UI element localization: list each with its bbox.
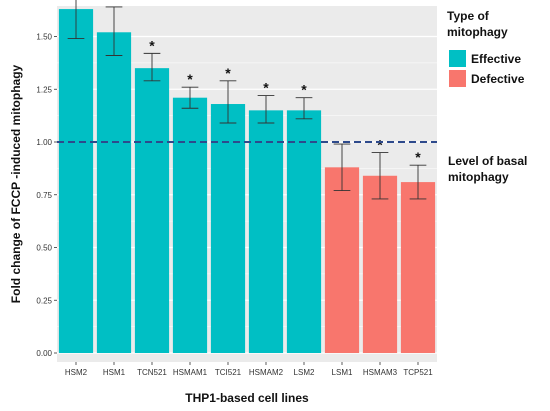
error-bar-hsm1 [105,6,123,56]
reference-line-label-line2: mitophagy [448,170,509,184]
x-tick-label-lsm2: LSM2 [294,368,315,377]
y-tick-label: 1.00 [36,138,52,147]
y-tick-label: 0.75 [36,191,52,200]
bar-hsm2 [58,9,94,353]
legend-label-defective: Defective [471,72,525,86]
y-tick-label: 0.25 [36,296,52,305]
y-tick-label: 1.50 [36,33,52,42]
error-bar-hsm2 [67,0,85,40]
legend-title-line1: Type of [447,9,490,23]
x-tick-label-hsm1: HSM1 [103,368,126,377]
legend-label-effective: Effective [471,52,521,66]
error-bar-tcp521 [409,164,427,200]
bar-hsmam3 [362,175,398,353]
significance-star-tcp521: * [415,149,421,165]
x-axis-ticks: HSM2 HSM1 TCN521 HSMAM1 TCI521 HSMAM2 LSM2 LSM1… [65,362,433,377]
significance-star-tci521: * [225,65,231,81]
significance-star-hsmam2: * [263,80,269,96]
error-bar-tcn521 [143,52,161,82]
x-tick-label-hsmam1: HSMAM1 [173,368,208,377]
bars [58,9,436,354]
x-tick-label-lsm1: LSM1 [332,368,353,377]
x-tick-label-tcp521: TCP521 [403,368,433,377]
error-bar-lsm2 [295,97,313,120]
significance-star-tcn521: * [149,37,155,53]
error-bar-hsmam1 [181,86,199,109]
significance-star-hsmam3: * [377,137,383,153]
error-bar-tci521 [219,80,237,124]
legend-swatch-effective [449,50,466,67]
significance-star-hsm1: * [111,0,117,7]
error-bars [67,0,427,200]
bar-hsm1 [96,32,132,353]
x-axis-title: THP1-based cell lines [185,391,309,405]
legend-swatch-defective [449,70,466,87]
x-tick-label-hsm2: HSM2 [65,368,88,377]
x-tick-label-tcn521: TCN521 [137,368,167,377]
bar-hsmam2 [248,110,284,353]
bar-lsm1 [324,167,360,353]
y-tick-label: 0.00 [36,349,52,358]
bar-lsm2 [286,110,322,353]
legend-title-line2: mitophagy [447,25,508,39]
bar-tcn521 [134,68,170,354]
error-bar-hsmam3 [371,152,389,200]
y-tick-label: 1.25 [36,85,52,94]
error-bar-lsm1 [333,143,351,191]
y-tick-label: 0.50 [36,244,52,253]
significance-stars: ********* [111,0,421,165]
x-tick-label-tci521: TCI521 [215,368,242,377]
significance-star-hsmam1: * [187,71,193,87]
x-tick-label-hsmam2: HSMAM2 [249,368,284,377]
y-axis-ticks: 0.00 0.25 0.50 0.75 1.00 1.25 1.50 [36,33,57,358]
bar-tci521 [210,104,246,354]
bar-hsmam1 [172,97,208,353]
x-tick-label-hsmam3: HSMAM3 [363,368,398,377]
significance-star-lsm2: * [301,82,307,98]
error-bar-hsmam2 [257,95,275,124]
reference-line-label-line1: Level of basal [448,154,527,168]
bar-tcp521 [400,182,436,353]
y-axis-title: Fold change of FCCP -induced mitophagy [9,64,23,303]
